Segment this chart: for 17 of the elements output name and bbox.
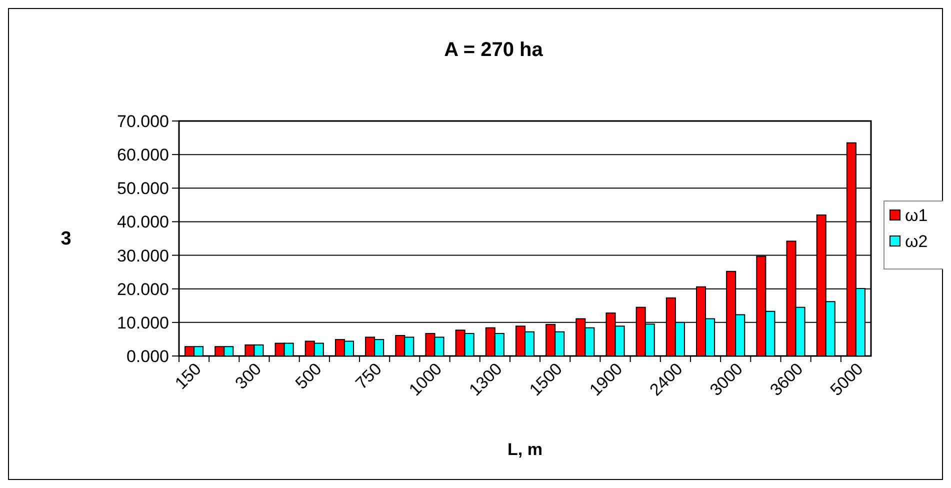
- y-tick-label: 10.000: [117, 313, 169, 332]
- y-tick-label: 0.000: [126, 347, 169, 366]
- y-tick-label: 70.000: [117, 112, 169, 131]
- x-tick-label: 300: [232, 359, 266, 393]
- x-tick-label: 750: [352, 359, 386, 393]
- y-tick-label: 50.000: [117, 179, 169, 198]
- y-tick-label: 20.000: [117, 280, 169, 299]
- x-tick-label: 150: [171, 359, 205, 393]
- legend-label: ω1: [905, 206, 928, 225]
- legend-label: ω2: [905, 232, 928, 251]
- y-tick-label: 60.000: [117, 146, 169, 165]
- y-tick-label: 40.000: [117, 212, 169, 232]
- x-axis-title: L, m: [508, 440, 542, 459]
- chart-title: A = 270 ha: [444, 39, 544, 61]
- x-tick-label: 500: [292, 359, 326, 393]
- y-axis-title: 3: [60, 228, 72, 250]
- y-tick-label: 30.000: [117, 246, 169, 266]
